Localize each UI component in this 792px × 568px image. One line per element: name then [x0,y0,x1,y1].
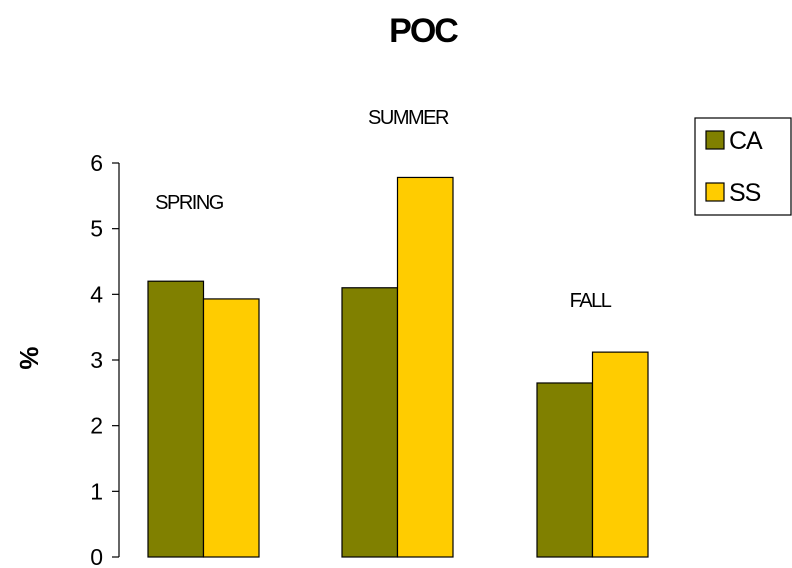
legend-label-ca: CA [729,127,763,155]
y-axis-label: % [14,346,44,369]
y-axis: 0 1 2 3 4 5 6 [90,150,119,568]
y-tick-label: 1 [90,478,103,504]
category-label-summer: SUMMER [368,107,449,129]
bar-ca-summer [342,288,398,557]
bar-ca-fall [537,383,593,557]
y-tick-label: 2 [90,413,103,439]
chart-title: POC [389,12,458,50]
legend: CA SS [695,118,791,215]
legend-swatch-ss [706,183,724,201]
bar-ss-fall [593,352,649,557]
y-tick-label: 0 [90,544,103,568]
category-labels: SPRING SUMMER FALL [155,107,612,312]
category-label-fall: FALL [570,290,612,312]
bar-ss-summer [398,177,454,557]
y-tick-label: 3 [90,347,103,373]
legend-swatch-ca [706,131,724,149]
y-tick-label: 6 [90,150,103,176]
bar-ss-spring [204,299,260,557]
y-tick-label: 4 [90,281,103,307]
category-label-spring: SPRING [155,192,224,214]
bar-ca-spring [148,281,204,557]
legend-label-ss: SS [729,179,761,207]
bars [148,177,648,557]
y-tick-label: 5 [90,216,103,242]
